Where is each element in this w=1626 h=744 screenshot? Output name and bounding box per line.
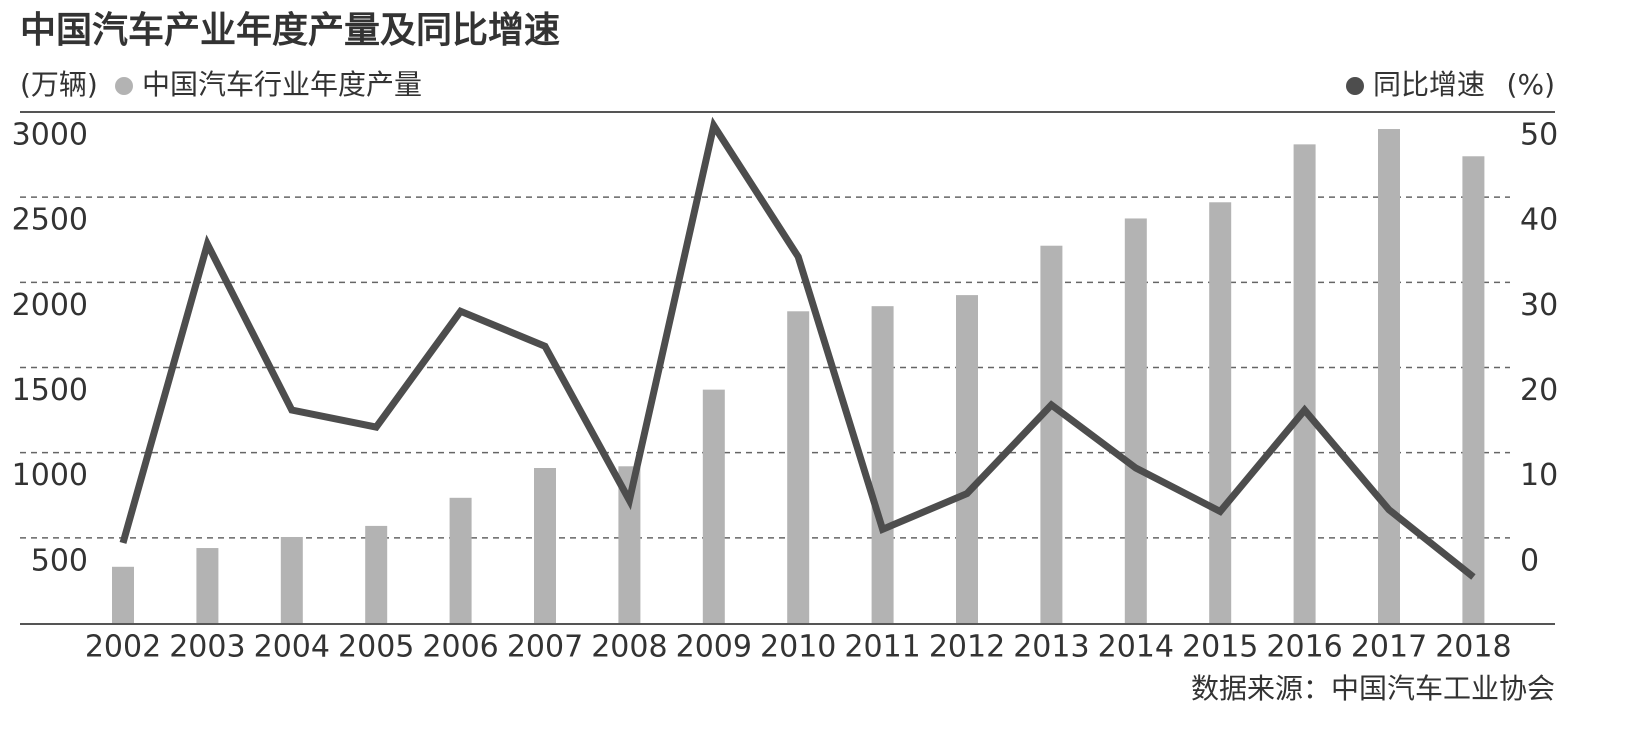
bar: [787, 311, 810, 623]
bar: [1462, 156, 1485, 623]
x-tick-label: 2012: [929, 630, 1005, 665]
source-note: 数据来源：中国汽车工业协会: [1191, 672, 1555, 705]
x-tick-label: 2007: [507, 630, 583, 665]
y2-tick-label: 20: [1520, 373, 1558, 408]
x-tick-label: 2016: [1266, 630, 1342, 665]
legend-label: 中国汽车行业年度产量: [142, 68, 422, 101]
bar: [112, 566, 134, 623]
bar: [365, 525, 388, 623]
y-tick-label: 3000: [12, 118, 88, 153]
x-tick-label: 2009: [676, 630, 752, 665]
y-tick-label: 2500: [12, 203, 88, 238]
y-tick-label: 500: [31, 543, 88, 578]
x-tick-label: 2005: [338, 630, 414, 665]
x-tick-label: 2004: [254, 630, 330, 665]
y2-tick-label: 10: [1520, 458, 1558, 493]
x-tick-label: 2008: [591, 630, 667, 665]
x-tick-label: 2003: [169, 630, 245, 665]
bar: [956, 295, 978, 623]
x-tick-label: 2013: [1013, 630, 1089, 665]
bar: [534, 467, 556, 623]
y2-tick-label: 0: [1520, 543, 1539, 578]
y-axis-label: (万辆): [20, 68, 98, 101]
bar: [1378, 129, 1400, 624]
y2-tick-label: 50: [1520, 118, 1558, 153]
x-tick-label: 2011: [844, 630, 920, 665]
bar: [280, 536, 303, 623]
y-tick-label: 2000: [12, 288, 88, 323]
line-series: [119, 116, 1476, 580]
y2-tick-label: 40: [1520, 203, 1558, 238]
legend-swatch: [115, 77, 133, 95]
bar: [1040, 245, 1063, 623]
bar: [1293, 144, 1316, 623]
x-tick-label: 2017: [1351, 630, 1427, 665]
x-tick-label: 2018: [1435, 630, 1511, 665]
bar: [196, 548, 219, 623]
bar: [871, 306, 894, 623]
x-tick-label: 2014: [1098, 630, 1174, 665]
bar: [618, 466, 641, 623]
chart-title: 中国汽车产业年度产量及同比增速: [20, 10, 560, 51]
x-tick-label: 2002: [85, 630, 161, 665]
y-tick-label: 1000: [12, 458, 88, 493]
bar: [702, 389, 725, 623]
x-tick-label: 2015: [1182, 630, 1258, 665]
bar: [1209, 202, 1232, 623]
y-tick-label: 1500: [12, 373, 88, 408]
legend-swatch: [1346, 77, 1364, 95]
bar: [449, 497, 472, 623]
bar: [1124, 218, 1147, 624]
x-tick-label: 2006: [422, 630, 498, 665]
legend-label: 同比增速: [1373, 68, 1485, 101]
y2-tick-label: 30: [1520, 288, 1558, 323]
y2-axis-label: (%): [1507, 68, 1555, 101]
x-tick-label: 2010: [760, 630, 836, 665]
